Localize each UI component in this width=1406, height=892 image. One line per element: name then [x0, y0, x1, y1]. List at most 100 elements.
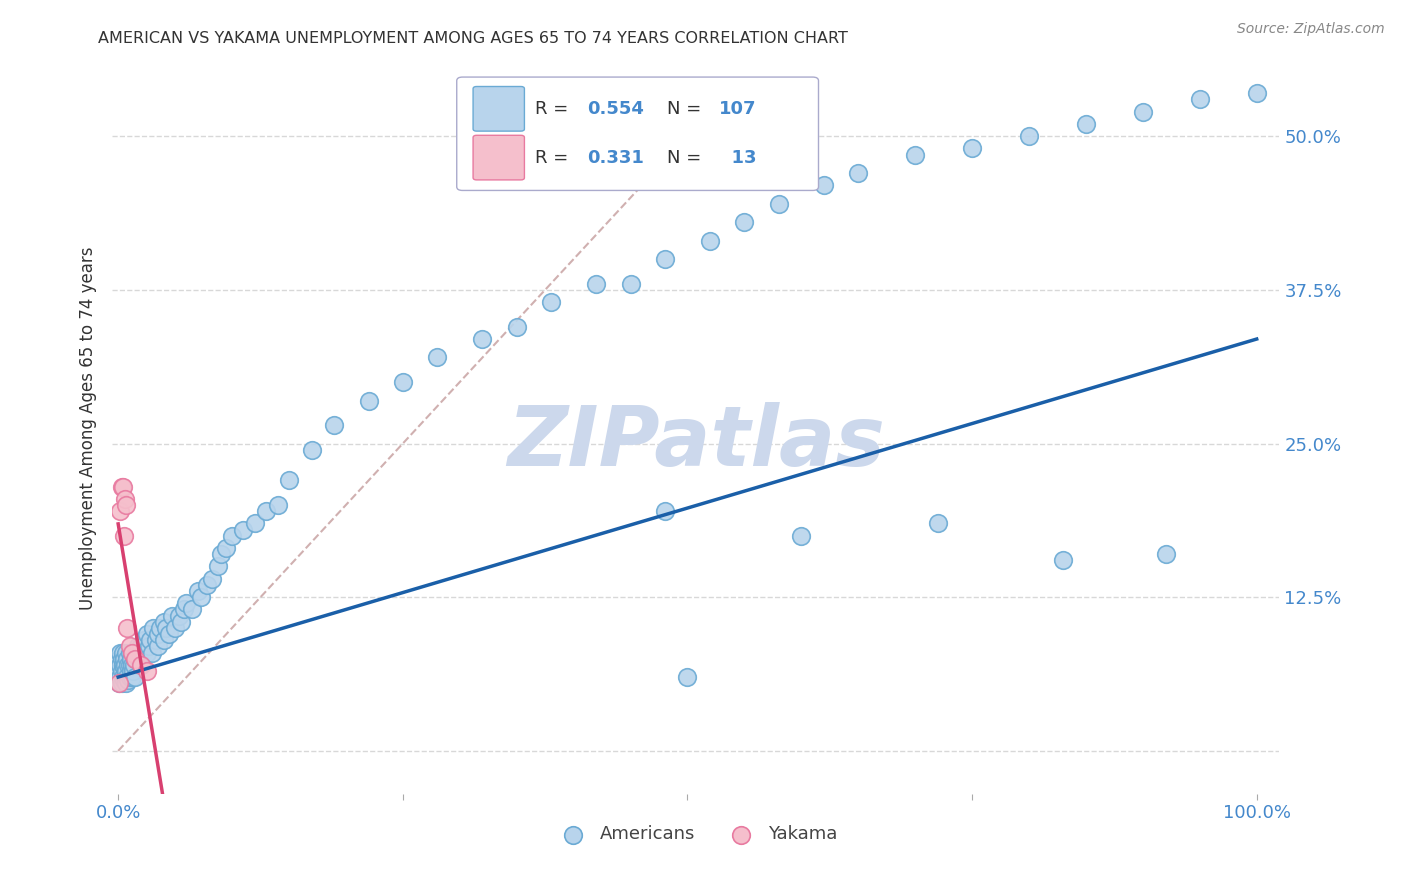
Point	[221, 529, 243, 543]
Point	[157, 627, 180, 641]
Point	[135, 627, 157, 641]
Point	[195, 578, 218, 592]
Text: 0.331: 0.331	[588, 149, 644, 167]
Point	[117, 621, 139, 635]
Point	[117, 673, 139, 687]
Point	[118, 646, 141, 660]
Point	[110, 657, 132, 672]
Point	[733, 215, 755, 229]
Point	[111, 646, 134, 660]
Point	[927, 516, 949, 531]
Point	[114, 670, 136, 684]
Point	[768, 196, 790, 211]
Point	[1188, 92, 1211, 106]
FancyBboxPatch shape	[472, 136, 524, 180]
Point	[120, 664, 142, 678]
Point	[124, 651, 146, 665]
Point	[145, 633, 167, 648]
Point	[1074, 117, 1097, 131]
Point	[111, 657, 134, 672]
Point	[505, 319, 527, 334]
Point	[129, 657, 152, 672]
Point	[125, 646, 148, 660]
Point	[122, 646, 145, 660]
Point	[117, 670, 139, 684]
Legend: Americans, Yakama: Americans, Yakama	[548, 818, 844, 851]
Point	[676, 670, 699, 684]
Point	[167, 608, 190, 623]
Point	[619, 277, 641, 291]
Point	[121, 670, 143, 684]
Point	[108, 676, 131, 690]
Point	[110, 479, 132, 493]
Point	[110, 664, 132, 678]
Point	[120, 651, 142, 665]
Point	[181, 602, 204, 616]
Point	[122, 657, 145, 672]
Text: ZIPatlas: ZIPatlas	[508, 402, 884, 483]
Point	[243, 516, 266, 531]
Text: N =: N =	[666, 149, 702, 167]
Point	[129, 657, 152, 672]
Point	[152, 633, 174, 648]
Point	[108, 664, 131, 678]
Point	[391, 375, 413, 389]
Point	[278, 474, 301, 488]
Point	[846, 166, 869, 180]
Point	[1018, 129, 1040, 144]
Point	[112, 673, 135, 687]
Point	[904, 147, 927, 161]
Point	[813, 178, 835, 193]
Point	[170, 615, 193, 629]
Text: R =: R =	[534, 100, 568, 118]
Point	[121, 657, 143, 672]
Text: Source: ZipAtlas.com: Source: ZipAtlas.com	[1237, 22, 1385, 37]
Point	[111, 479, 134, 493]
Point	[124, 651, 146, 665]
Point	[129, 640, 152, 654]
Point	[115, 664, 138, 678]
Point	[141, 646, 163, 660]
Point	[790, 529, 813, 543]
Point	[200, 572, 222, 586]
Point	[114, 491, 136, 506]
Point	[128, 646, 150, 660]
Point	[135, 664, 157, 678]
Point	[110, 646, 132, 660]
Point	[146, 640, 169, 654]
Point	[699, 234, 721, 248]
FancyBboxPatch shape	[457, 77, 818, 191]
Point	[1052, 553, 1074, 567]
Point	[1246, 86, 1268, 100]
Point	[173, 602, 195, 616]
Point	[209, 547, 232, 561]
Point	[301, 442, 323, 457]
Point	[110, 676, 132, 690]
Point	[654, 504, 676, 518]
Point	[114, 657, 136, 672]
Point	[132, 646, 155, 660]
Point	[215, 541, 238, 555]
Point	[149, 621, 172, 635]
Point	[960, 141, 983, 155]
Point	[142, 621, 165, 635]
Point	[207, 559, 229, 574]
Point	[190, 590, 212, 604]
Point	[124, 670, 146, 684]
Point	[146, 627, 169, 641]
Point	[117, 657, 139, 672]
Point	[112, 651, 135, 665]
Text: R =: R =	[534, 149, 568, 167]
Point	[112, 529, 135, 543]
Point	[118, 670, 141, 684]
Point	[187, 584, 209, 599]
Point	[426, 351, 449, 365]
Y-axis label: Unemployment Among Ages 65 to 74 years: Unemployment Among Ages 65 to 74 years	[79, 246, 97, 610]
Point	[127, 640, 149, 654]
Point	[323, 418, 346, 433]
Point	[128, 651, 150, 665]
Text: 13: 13	[720, 149, 756, 167]
Point	[110, 504, 132, 518]
Text: 107: 107	[720, 100, 756, 118]
Point	[176, 596, 198, 610]
